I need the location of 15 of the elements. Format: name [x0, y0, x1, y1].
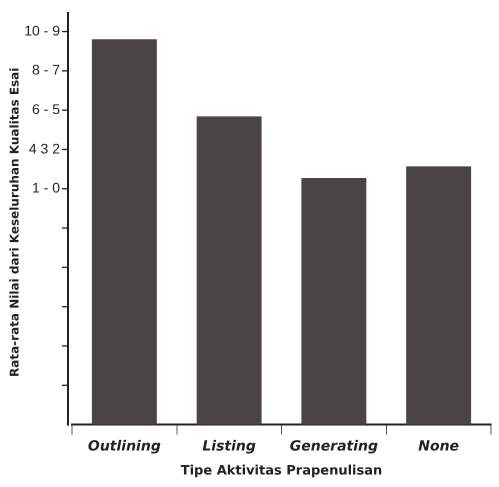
x-tick-label: Listing	[202, 438, 256, 455]
x-tick-label: Generating	[290, 438, 378, 455]
bar	[301, 178, 366, 425]
text: 10 - 9	[24, 22, 60, 38]
text: 1 - 0	[32, 180, 60, 196]
y-axis-title: Rata-rata Nilai dari Keseluruhan Kualitas Esai	[7, 68, 22, 377]
x-tick-label: None	[418, 438, 460, 455]
x-tick-label: Outlining	[88, 438, 161, 455]
bar	[196, 116, 262, 425]
text: 8 - 7	[32, 62, 60, 78]
text: 4 3 2	[28, 140, 60, 156]
bar	[406, 166, 472, 425]
bar	[92, 39, 157, 425]
text: 6 - 5	[32, 101, 60, 118]
x-axis-title: Tipe Aktivitas Prapenulisan	[180, 464, 382, 479]
